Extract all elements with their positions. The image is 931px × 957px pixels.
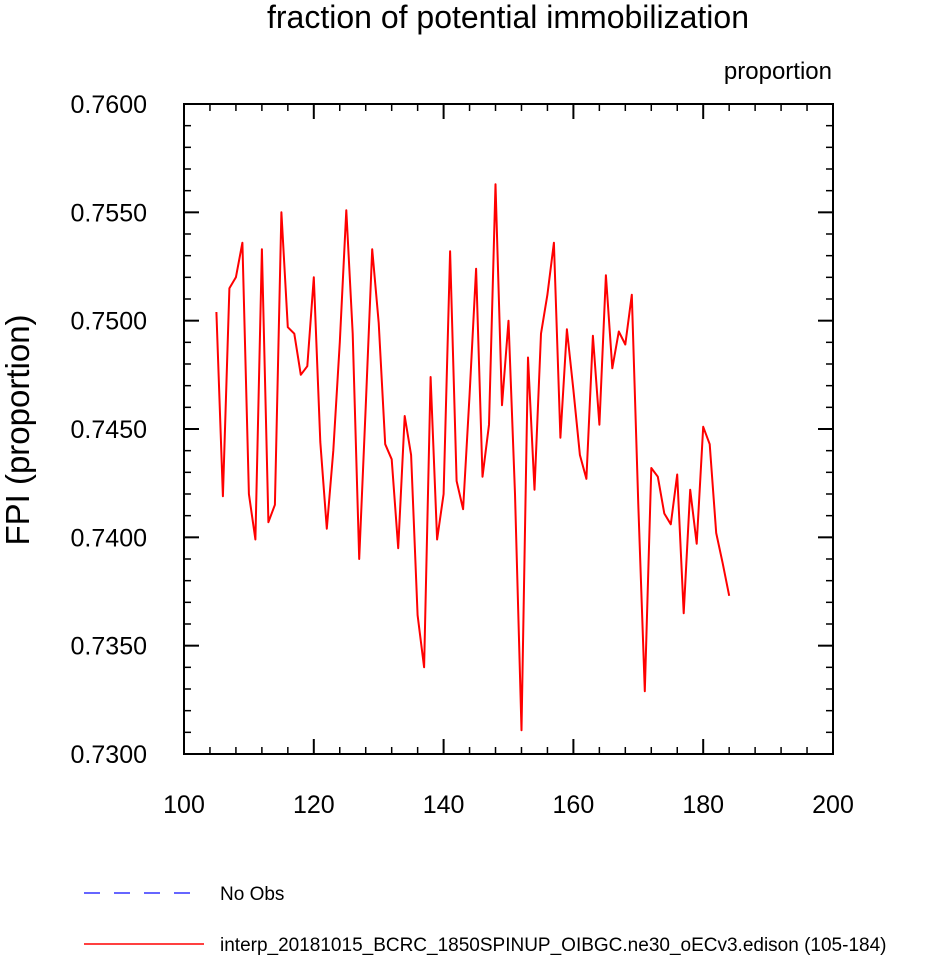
axis-tick-labels: 100 120 140 160 180 200 0.7300 0.7350 0.7400 0.74… (71, 91, 854, 819)
y-tick-label: 0.7350 (71, 633, 147, 661)
chart-title: fraction of potential immobilization (267, 0, 749, 35)
x-tick-label: 100 (163, 791, 205, 819)
series-line (215, 183, 731, 732)
y-tick-label: 0.7600 (71, 91, 147, 119)
y-axis-label: FPI (proportion) (0, 314, 36, 545)
y-tick-label: 0.7400 (71, 524, 147, 552)
x-tick-label: 140 (423, 791, 465, 819)
legend-label: interp_20181015_BCRC_1850SPINUP_OIBGC.ne… (220, 935, 886, 956)
x-tick-label: 200 (812, 791, 854, 819)
x-tick-label: 160 (553, 791, 595, 819)
x-tick-label: 120 (293, 791, 335, 819)
y-tick-label: 0.7500 (71, 308, 147, 336)
legend-label: No Obs (220, 884, 284, 905)
y-tick-label: 0.7550 (71, 199, 147, 227)
y-tick-label: 0.7300 (71, 741, 147, 769)
series-lines (215, 183, 731, 732)
y-tick-label: 0.7450 (71, 416, 147, 444)
x-tick-label: 180 (682, 791, 724, 819)
plot-frame (183, 103, 834, 755)
axis-ticks (183, 103, 834, 755)
units-label: proportion (724, 58, 832, 85)
legend: No Obs interp_20181015_BCRC_1850SPINUP_OI… (84, 884, 886, 956)
